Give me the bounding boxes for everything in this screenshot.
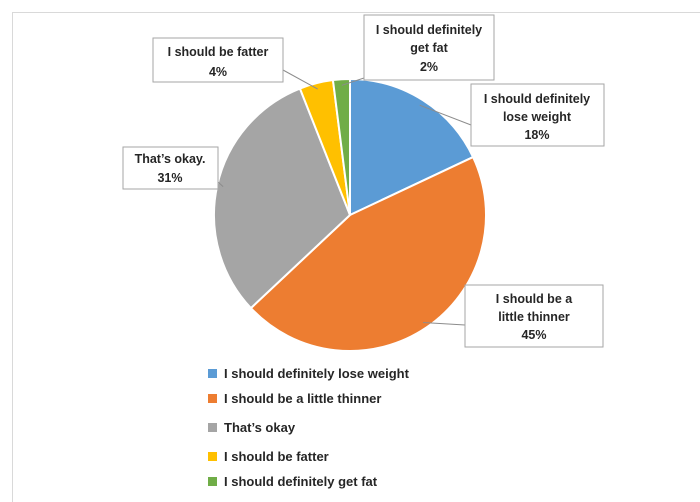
legend-label: I should be a little thinner: [224, 391, 382, 406]
legend-swatch: [208, 477, 217, 486]
legend-label: That’s okay: [224, 420, 296, 435]
chart-frame: [12, 12, 700, 502]
callout-value: 18%: [524, 128, 549, 142]
callout-box: [122, 146, 219, 190]
leader-line: [419, 104, 472, 126]
data-label-i-should-be-fatter: I should be fatter 4%: [152, 37, 318, 90]
legend-label: I should definitely lose weight: [224, 366, 409, 381]
callout-value: 4%: [209, 65, 227, 79]
legend-item-fatter: I should be fatter: [208, 449, 329, 464]
callout-value: 45%: [521, 328, 546, 342]
callout-label: lose weight: [503, 110, 572, 124]
pie-slice-i-should-be-a-little-thinner: [249, 155, 487, 352]
legend-label: I should be fatter: [224, 449, 329, 464]
callout-label: That’s okay.: [135, 152, 206, 166]
data-label-that-s-okay: That’s okay. 31%: [122, 146, 224, 190]
pie-slice-i-should-definitely-get-fat: [331, 77, 351, 216]
data-label-i-should-definitely-lose-weight: I should definitely lose weight 18%: [419, 83, 605, 147]
legend-item-okay: That’s okay: [208, 420, 295, 435]
legend-swatch: [208, 452, 217, 461]
legend-item-lose-weight: I should definitely lose weight: [208, 366, 409, 381]
legend-item-get-fat: I should definitely get fat: [208, 474, 377, 489]
callout-value: 31%: [157, 171, 182, 185]
leader-line: [423, 322, 466, 326]
legend-item-little-thinner: I should be a little thinner: [208, 391, 381, 406]
callout-box: [464, 284, 604, 348]
legend-label: I should definitely get fat: [224, 474, 378, 489]
callout-box: [152, 37, 284, 83]
legend-swatch: [208, 369, 217, 378]
data-label-i-should-be-a-little-thinner: I should be a little thinner 45%: [423, 284, 604, 348]
legend-swatch: [208, 423, 217, 432]
legend-swatch: [208, 394, 217, 403]
callout-label: I should be fatter: [168, 45, 269, 59]
callout-label: I should be a: [496, 292, 573, 306]
callout-value: 2%: [420, 60, 438, 74]
callout-label: I should definitely: [376, 23, 482, 37]
pie-slice-i-should-definitely-lose-weight: [349, 77, 475, 217]
callout-label: little thinner: [498, 310, 570, 324]
callout-box: [363, 14, 495, 81]
pie-slices: [213, 77, 487, 352]
leader-line: [282, 69, 318, 90]
callout-label: I should definitely: [484, 92, 590, 106]
leader-line: [341, 77, 365, 86]
callout-box: [470, 83, 605, 147]
data-label-i-should-definitely-get-fat: I should definitely get fat 2%: [341, 14, 495, 86]
callout-label: get fat: [410, 41, 448, 55]
leader-line: [217, 181, 224, 187]
